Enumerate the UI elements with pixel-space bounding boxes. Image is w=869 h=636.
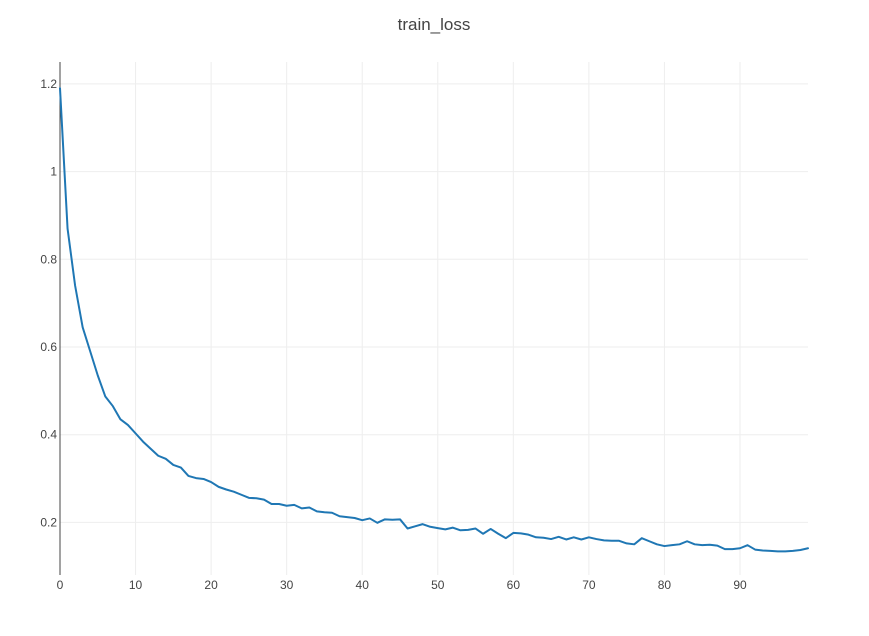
series-layer xyxy=(59,87,809,553)
x-tick-label: 20 xyxy=(204,578,218,592)
x-tick-label: 50 xyxy=(431,578,445,592)
y-tick-label: 1 xyxy=(50,165,57,179)
tick-labels: 0 10 20 30 40 50 60 70 80 90 0.2 0.4 0.6 0.8 1 1.2 xyxy=(40,77,747,592)
y-tick-label: 0.8 xyxy=(40,252,57,266)
x-tick-label: 0 xyxy=(57,578,64,592)
y-tick-label: 0.6 xyxy=(40,340,57,354)
y-tick-label: 1.2 xyxy=(40,77,57,91)
x-tick-label: 30 xyxy=(280,578,294,592)
series-line-0 xyxy=(59,87,809,553)
chart-title: train_loss xyxy=(398,15,471,34)
x-tick-label: 70 xyxy=(582,578,596,592)
grid-layer xyxy=(60,62,808,575)
x-tick-label: 10 xyxy=(129,578,143,592)
x-tick-label: 60 xyxy=(507,578,521,592)
y-tick-label: 0.2 xyxy=(40,515,57,529)
x-tick-label: 40 xyxy=(356,578,370,592)
x-tick-label: 90 xyxy=(733,578,747,592)
x-tick-label: 80 xyxy=(658,578,672,592)
y-tick-label: 0.4 xyxy=(40,428,57,442)
